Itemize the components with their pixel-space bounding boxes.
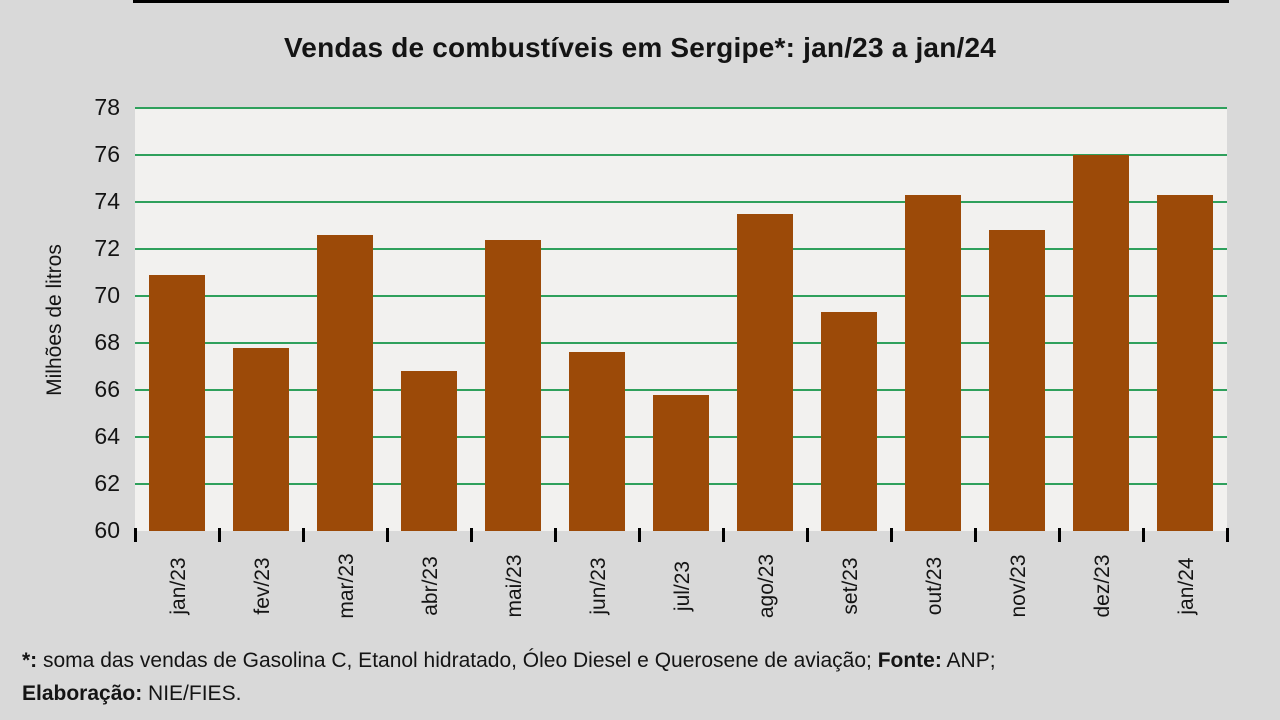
y-tick-label-68: 68 xyxy=(94,329,120,355)
x-category-label-set/23: set/23 xyxy=(839,557,862,615)
bar-mai/23 xyxy=(485,239,541,531)
y-tick-label-66: 66 xyxy=(94,376,120,402)
x-axis-tick-13 xyxy=(1226,528,1229,542)
footnote-segment: Elaboração: xyxy=(22,682,143,705)
bar-nov/23 xyxy=(989,230,1045,531)
x-category-label-mar/23: mar/23 xyxy=(335,553,358,619)
footnote-segment: *: xyxy=(22,649,38,672)
x-axis-tick-1 xyxy=(218,528,221,542)
x-axis-tick-4 xyxy=(470,528,473,542)
x-category-label-fev/23: fev/23 xyxy=(251,557,274,615)
x-axis-tick-11 xyxy=(1058,528,1061,542)
footnote-segment: NIE/FIES. xyxy=(142,682,242,705)
x-axis-tick-6 xyxy=(638,528,641,542)
x-category-label-jun/23: jun/23 xyxy=(587,557,610,615)
y-tick-label-64: 64 xyxy=(94,423,120,449)
x-axis-line xyxy=(133,0,1229,3)
x-axis-tick-3 xyxy=(386,528,389,542)
bar-dez/23 xyxy=(1073,155,1129,531)
y-tick-label-78: 78 xyxy=(94,94,120,120)
y-tick-label-72: 72 xyxy=(94,235,120,261)
x-axis-tick-7 xyxy=(722,528,725,542)
footnote-segment: ANP; xyxy=(941,649,996,672)
x-axis-tick-9 xyxy=(890,528,893,542)
x-axis-tick-0 xyxy=(134,528,137,542)
gridline-y78 xyxy=(135,107,1227,109)
x-axis-tick-12 xyxy=(1142,528,1145,542)
footnote-segment: soma das vendas de Gasolina C, Etanol hi… xyxy=(37,649,878,672)
gridline-y72 xyxy=(135,248,1227,250)
y-axis-title: Milhões de litros xyxy=(43,244,66,396)
y-tick-label-70: 70 xyxy=(94,282,120,308)
x-axis-tick-10 xyxy=(974,528,977,542)
bar-set/23 xyxy=(821,312,877,531)
bar-mar/23 xyxy=(317,234,373,531)
footnote: *: soma das vendas de Gasolina C, Etanol… xyxy=(22,644,1262,710)
bar-ago/23 xyxy=(737,213,793,531)
footnote-segment: Fonte: xyxy=(877,649,942,672)
gridline-y66 xyxy=(135,389,1227,391)
bar-abr/23 xyxy=(401,371,457,531)
x-category-label-nov/23: nov/23 xyxy=(1007,554,1030,618)
gridline-y70 xyxy=(135,295,1227,297)
gridline-y74 xyxy=(135,201,1227,203)
x-axis-tick-2 xyxy=(302,528,305,542)
y-tick-label-76: 76 xyxy=(94,141,120,167)
x-category-label-out/23: out/23 xyxy=(923,556,946,616)
gridline-y76 xyxy=(135,154,1227,156)
bar-fev/23 xyxy=(233,347,289,531)
x-category-label-dez/23: dez/23 xyxy=(1091,554,1114,618)
y-tick-label-60: 60 xyxy=(94,517,120,543)
bar-jul/23 xyxy=(653,394,709,531)
bar-jan/24 xyxy=(1157,194,1213,531)
x-category-label-jan/23: jan/23 xyxy=(167,557,190,615)
x-category-label-ago/23: ago/23 xyxy=(755,553,778,619)
bar-jan/23 xyxy=(149,274,205,531)
chart-title: Vendas de combustíveis em Sergipe*: jan/… xyxy=(283,32,997,63)
x-axis-tick-8 xyxy=(806,528,809,542)
x-category-label-jul/23: jul/23 xyxy=(671,560,694,612)
x-category-label-jan/24: jan/24 xyxy=(1175,557,1198,615)
gridline-y68 xyxy=(135,342,1227,344)
x-category-label-abr/23: abr/23 xyxy=(419,556,442,616)
bar-out/23 xyxy=(905,194,961,531)
footnote-line-2: Elaboração: NIE/FIES. xyxy=(22,677,1262,710)
x-axis-tick-5 xyxy=(554,528,557,542)
x-category-label-mai/23: mai/23 xyxy=(503,554,526,618)
bar-jun/23 xyxy=(569,352,625,531)
y-tick-label-74: 74 xyxy=(94,188,120,214)
y-tick-label-62: 62 xyxy=(94,470,120,496)
footnote-line-1: *: soma das vendas de Gasolina C, Etanol… xyxy=(22,644,1262,677)
